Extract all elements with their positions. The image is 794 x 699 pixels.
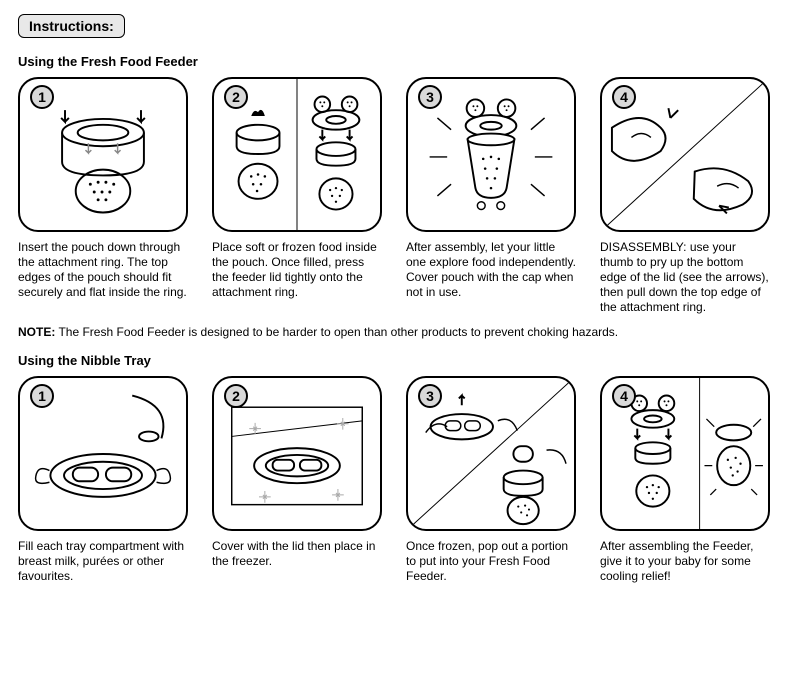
- feeder-step-1: 1 Insert the pouch down through the atta…: [18, 77, 194, 315]
- tray-step-1-caption: Fill each tray compartment with breast m…: [18, 539, 190, 584]
- tray-step-2: 2 Cover: [212, 376, 388, 584]
- tray-step-3-caption: Once frozen, pop out a portion to put in…: [406, 539, 578, 584]
- feeder-step-1-box: 1: [18, 77, 188, 232]
- feeder-step-2-caption: Place soft or frozen food inside the pou…: [212, 240, 384, 300]
- step-number: 2: [224, 384, 248, 408]
- feeder-step-2: 2: [212, 77, 388, 315]
- step-number: 1: [30, 384, 54, 408]
- tray-step-3: 3: [406, 376, 582, 584]
- feeder-step-3-caption: After assembly, let your little one expl…: [406, 240, 578, 300]
- section-a-title: Using the Fresh Food Feeder: [18, 54, 776, 69]
- tray-step-1-box: 1: [18, 376, 188, 531]
- note-label: NOTE:: [18, 325, 55, 339]
- feeder-step-3-box: 3: [406, 77, 576, 232]
- tray-step-4-box: 4: [600, 376, 770, 531]
- note-line: NOTE: The Fresh Food Feeder is designed …: [18, 325, 776, 339]
- feeder-step-2-box: 2: [212, 77, 382, 232]
- step-number: 4: [612, 384, 636, 408]
- tray-step-3-box: 3: [406, 376, 576, 531]
- step-number: 3: [418, 85, 442, 109]
- step-number: 1: [30, 85, 54, 109]
- note-text: The Fresh Food Feeder is designed to be …: [58, 325, 618, 339]
- instructions-header: Instructions:: [18, 14, 125, 38]
- step-number: 2: [224, 85, 248, 109]
- feeder-step-4-box: 4: [600, 77, 770, 232]
- step-number: 3: [418, 384, 442, 408]
- tray-step-4: 4: [600, 376, 776, 584]
- tray-step-2-caption: Cover with the lid then place in the fre…: [212, 539, 384, 569]
- step-number: 4: [612, 85, 636, 109]
- section-a-steps: 1 Insert the pouch down through the atta…: [18, 77, 776, 315]
- section-b-title: Using the Nibble Tray: [18, 353, 776, 368]
- feeder-step-4-caption: DISASSEMBLY: use your thumb to pry up th…: [600, 240, 772, 315]
- section-b-steps: 1 Fill each tray compartment with breast…: [18, 376, 776, 584]
- feeder-step-4: 4 DISASSEMBLY: use your thumb to pry up …: [600, 77, 776, 315]
- feeder-step-1-caption: Insert the pouch down through the attach…: [18, 240, 190, 300]
- tray-step-2-box: 2: [212, 376, 382, 531]
- tray-step-1: 1 Fill each tray compartment with breast…: [18, 376, 194, 584]
- feeder-step-3: 3: [406, 77, 582, 315]
- tray-step-4-caption: After assembling the Feeder, give it to …: [600, 539, 772, 584]
